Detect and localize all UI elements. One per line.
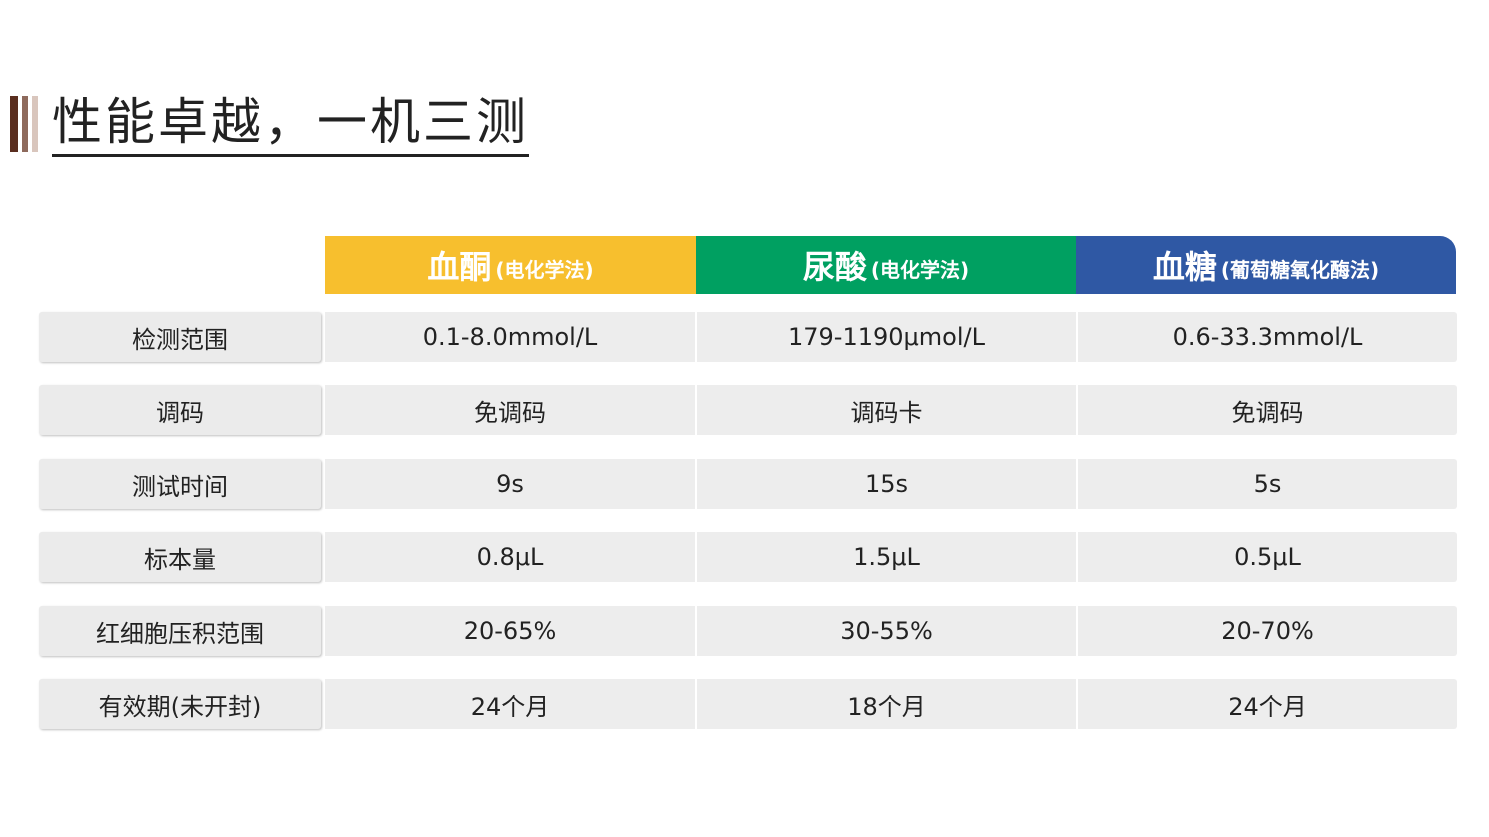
column-method: (电化学法): [495, 257, 594, 282]
page-title-block: 性能卓越，一机三测: [10, 92, 529, 157]
table-cell: 20-65%: [325, 606, 695, 656]
table-cell: 0.6-33.3mmol/L: [1078, 312, 1457, 362]
row-label: 标本量: [39, 532, 321, 582]
table-row-sample-volume: 标本量 0.8μL 1.5μL 0.5μL: [39, 532, 1457, 582]
table-cell: 0.5μL: [1078, 532, 1457, 582]
column-name: 血糖: [1152, 248, 1217, 286]
column-header-ketone: 血酮 (电化学法): [325, 236, 696, 294]
column-name: 血酮: [427, 248, 492, 286]
table-cell: 24个月: [1078, 679, 1457, 729]
table-cell: 0.1-8.0mmol/L: [325, 312, 695, 362]
table-cell: 30-55%: [697, 606, 1076, 656]
table-cell: 18个月: [697, 679, 1076, 729]
table-cell: 20-70%: [1078, 606, 1457, 656]
table-row-coding: 调码 免调码 调码卡 免调码: [39, 385, 1457, 435]
table-row-hematocrit-range: 红细胞压积范围 20-65% 30-55% 20-70%: [39, 606, 1457, 656]
table-cell: 0.8μL: [325, 532, 695, 582]
accent-bar-light: [32, 96, 38, 152]
table-cell: 调码卡: [697, 385, 1076, 435]
table-cell: 24个月: [325, 679, 695, 729]
column-header-glucose: 血糖 (葡萄糖氧化酶法): [1076, 236, 1456, 294]
table-row-detection-range: 检测范围 0.1-8.0mmol/L 179-1190μmol/L 0.6-33…: [39, 312, 1457, 362]
row-label: 测试时间: [39, 459, 321, 509]
title-accent-bars: [10, 96, 40, 152]
table-cell: 免调码: [325, 385, 695, 435]
row-label: 红细胞压积范围: [39, 606, 321, 656]
table-cell: 1.5μL: [697, 532, 1076, 582]
table-row-shelf-life: 有效期(未开封) 24个月 18个月 24个月: [39, 679, 1457, 729]
column-method: (电化学法): [870, 257, 970, 282]
column-name: 尿酸: [802, 248, 867, 286]
row-label: 调码: [39, 385, 321, 435]
table-cell: 179-1190μmol/L: [697, 312, 1076, 362]
row-label: 检测范围: [39, 312, 321, 362]
table-row-test-time: 测试时间 9s 15s 5s: [39, 459, 1457, 509]
table-cell: 15s: [697, 459, 1076, 509]
accent-bar-mid: [22, 96, 28, 152]
page-title: 性能卓越，一机三测: [52, 92, 529, 157]
table-cell: 5s: [1078, 459, 1457, 509]
column-method: (葡萄糖氧化酶法): [1220, 257, 1380, 282]
accent-bar-dark: [10, 96, 18, 152]
row-label: 有效期(未开封): [39, 679, 321, 729]
table-cell: 免调码: [1078, 385, 1457, 435]
column-header-uric-acid: 尿酸 (电化学法): [696, 236, 1076, 294]
table-cell: 9s: [325, 459, 695, 509]
